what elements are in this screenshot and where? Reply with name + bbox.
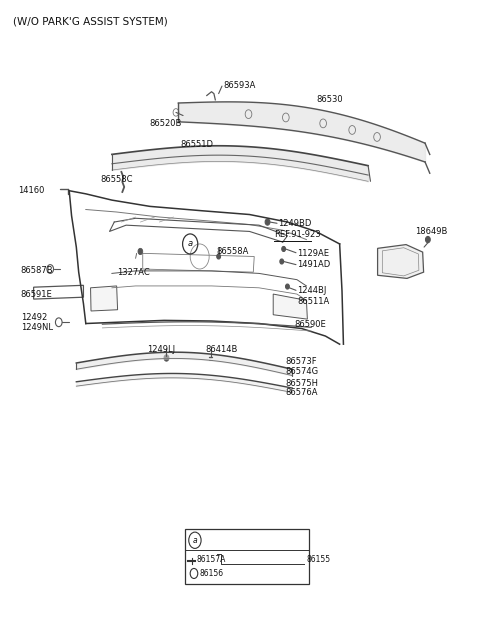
Circle shape: [265, 219, 270, 225]
Text: REF.91-923: REF.91-923: [274, 230, 321, 239]
Text: 86530: 86530: [316, 95, 343, 104]
Text: 86157A: 86157A: [196, 554, 226, 564]
Text: 86551D: 86551D: [180, 140, 214, 150]
Circle shape: [286, 284, 289, 289]
Text: a: a: [188, 240, 193, 248]
Text: 14160: 14160: [18, 186, 44, 195]
Text: 86591E: 86591E: [21, 289, 52, 298]
Polygon shape: [91, 286, 118, 311]
Circle shape: [164, 355, 169, 361]
Text: 86558C: 86558C: [100, 175, 132, 184]
Text: 1491AD: 1491AD: [297, 260, 330, 269]
Circle shape: [217, 254, 220, 259]
Text: 1129AE: 1129AE: [297, 249, 329, 258]
Text: 86511A: 86511A: [297, 297, 329, 306]
Text: 86414B: 86414B: [206, 344, 238, 354]
Text: 86573F: 86573F: [285, 357, 317, 366]
Text: 1249BD: 1249BD: [278, 219, 312, 228]
Text: (W/O PARK'G ASSIST SYSTEM): (W/O PARK'G ASSIST SYSTEM): [13, 16, 168, 27]
Text: 86520B: 86520B: [150, 119, 182, 128]
Polygon shape: [378, 245, 424, 279]
Text: 18649B: 18649B: [416, 227, 448, 236]
Text: 86576A: 86576A: [285, 388, 318, 397]
Text: 86574G: 86574G: [285, 367, 318, 375]
Text: 86575H: 86575H: [285, 379, 318, 387]
Text: 1327AC: 1327AC: [118, 267, 150, 277]
Text: a: a: [192, 536, 197, 545]
Text: 1249LJ: 1249LJ: [147, 344, 176, 354]
Text: 86155: 86155: [306, 554, 331, 564]
Text: 86156: 86156: [200, 569, 224, 578]
Circle shape: [425, 236, 430, 243]
Text: 86593A: 86593A: [223, 81, 256, 90]
Circle shape: [138, 248, 143, 255]
Text: 1249NL: 1249NL: [21, 323, 53, 332]
Circle shape: [280, 259, 284, 264]
Text: 86587B: 86587B: [21, 267, 53, 276]
Text: 1244BJ: 1244BJ: [297, 286, 326, 295]
Text: 86558A: 86558A: [216, 247, 249, 256]
Polygon shape: [273, 294, 307, 319]
Text: 12492: 12492: [21, 313, 47, 322]
Text: 86590E: 86590E: [295, 320, 326, 329]
Circle shape: [282, 246, 286, 252]
